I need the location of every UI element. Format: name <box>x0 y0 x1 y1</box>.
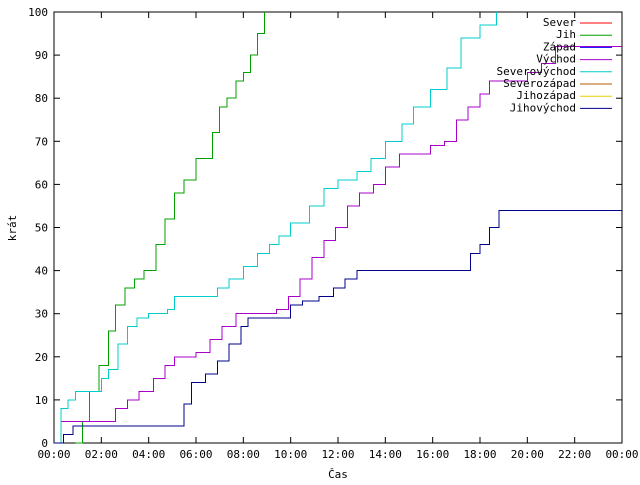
x-tick-label: 14:00 <box>369 448 402 461</box>
x-tick-label: 10:00 <box>274 448 307 461</box>
x-tick-label: 16:00 <box>416 448 449 461</box>
series-line-4 <box>54 12 498 444</box>
y-tick-label: 100 <box>28 6 48 19</box>
x-tick-label: 22:00 <box>558 448 591 461</box>
y-axis-label: krát <box>6 215 19 242</box>
y-tick-label: 60 <box>35 178 48 191</box>
legend-label: Západ <box>543 40 576 53</box>
series-layer <box>54 12 622 444</box>
series-line-1 <box>75 12 266 444</box>
x-tick-label: 00:00 <box>37 448 70 461</box>
legend: SeverJihZápadVýchodSeverovýchodSeverozáp… <box>497 16 612 114</box>
y-tick-label: 20 <box>35 351 48 364</box>
x-tick-label: 20:00 <box>511 448 544 461</box>
y-tick-label: 50 <box>35 222 48 235</box>
y-tick-label: 0 <box>41 437 48 450</box>
y-tick-label: 10 <box>35 394 48 407</box>
y-tick-label: 30 <box>35 308 48 321</box>
y-tick-label: 90 <box>35 49 48 62</box>
series-line-3 <box>54 46 622 444</box>
y-tick-label: 70 <box>35 135 48 148</box>
x-tick-label: 06:00 <box>179 448 212 461</box>
y-tick-label: 40 <box>35 265 48 278</box>
x-axis-label: Čas <box>328 468 348 480</box>
legend-label: Jihovýchod <box>510 101 576 114</box>
legend-label: Severozápad <box>503 77 576 90</box>
legend-label: Jih <box>556 28 576 41</box>
y-axis: 0 10 20 30 40 50 60 70 80 90 100 <box>28 6 622 450</box>
legend-label: Severovýchod <box>497 65 576 78</box>
legend-label: Jihozápad <box>516 89 576 102</box>
legend-label: Sever <box>543 16 576 29</box>
x-tick-label: 12:00 <box>321 448 354 461</box>
x-axis: 00:00 02:00 04:00 06:00 08:00 10:00 12:00 14:00… <box>37 12 639 461</box>
legend-label: Východ <box>536 53 576 66</box>
x-tick-label: 02:00 <box>85 448 118 461</box>
x-tick-label: 04:00 <box>132 448 165 461</box>
x-tick-label: 18:00 <box>463 448 496 461</box>
x-tick-label: 00:00 <box>605 448 638 461</box>
series-line-7 <box>54 209 622 444</box>
y-tick-label: 80 <box>35 92 48 105</box>
x-tick-label: 08:00 <box>227 448 260 461</box>
